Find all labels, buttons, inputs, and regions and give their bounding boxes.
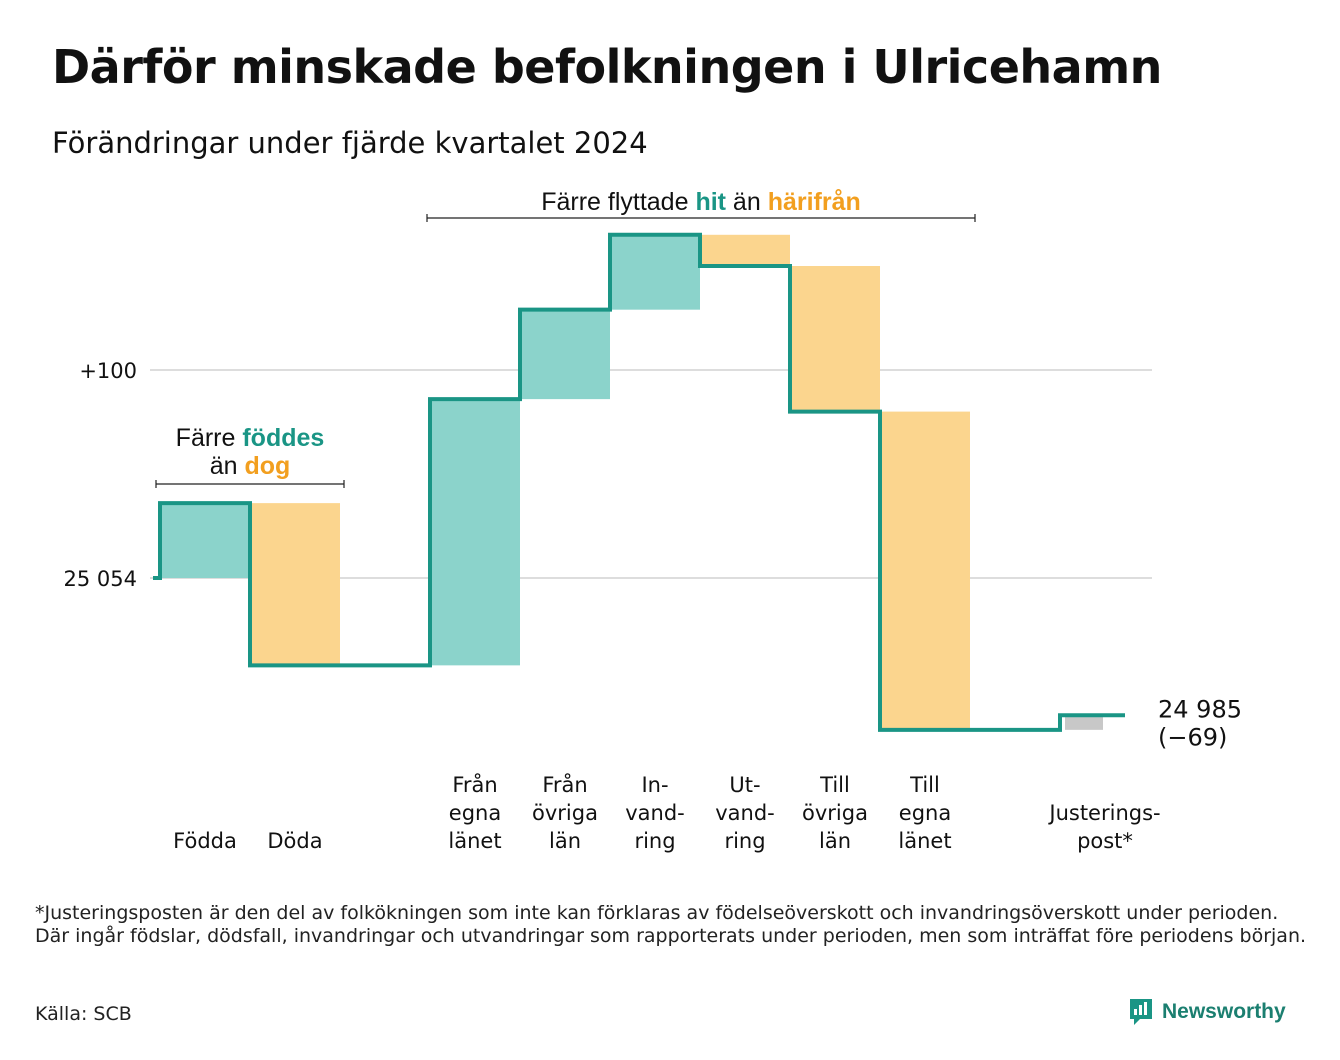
- newsworthy-logo-icon: [1130, 999, 1152, 1025]
- category-label: Döda: [267, 829, 322, 853]
- births-annotation-line1: Färre föddes: [176, 424, 325, 452]
- end-value-label: 24 985: [1158, 696, 1242, 724]
- moves-annotation: Färre flyttade hit än härifrån: [541, 188, 861, 216]
- bar-inflow: [520, 309, 610, 400]
- labels: 25 054 +100 Födda Döda Från egna länet Från övri…: [64, 188, 1242, 853]
- bars: [160, 234, 1103, 730]
- bar-inflow: [160, 503, 250, 578]
- category-label: In-vand-ring: [625, 773, 685, 853]
- cumulative-line-layer: [153, 232, 1125, 732]
- bar-adjust: [1065, 715, 1103, 730]
- bar-outflow: [790, 266, 880, 412]
- bar-inflow: [430, 399, 520, 666]
- chart-subtitle: Förändringar under fjärde kvartalet 2024: [52, 126, 648, 160]
- end-value-label: (−69): [1158, 724, 1227, 752]
- births-annotation-line2: än dog: [210, 452, 291, 480]
- births-bracket: [155, 480, 345, 488]
- brand-logo: Newsworthy: [1128, 997, 1286, 1027]
- category-label: Födda: [173, 829, 237, 853]
- bar-outflow: [700, 234, 790, 266]
- category-label: Ut-vand-ring: [715, 773, 775, 853]
- bar-outflow: [880, 411, 970, 730]
- bar-outflow: [250, 503, 340, 666]
- category-label: Till egna länet: [898, 773, 951, 853]
- bar-inflow: [610, 234, 700, 310]
- chart-title: Därför minskade befolkningen i Ulriceham…: [52, 40, 1162, 94]
- y-tick-label: +100: [79, 359, 137, 383]
- cumulative-line: [153, 232, 1125, 732]
- category-label: Från egna länet: [448, 772, 501, 853]
- category-label: Till övriga län: [802, 773, 868, 853]
- source-label: Källa: SCB: [35, 1003, 132, 1025]
- brand-name: Newsworthy: [1162, 1000, 1286, 1023]
- moves-bracket: [426, 214, 976, 222]
- category-label: Från övriga län: [532, 772, 598, 853]
- waterfall-chart: 25 054 +100 Födda Döda Från egna länet Från övri…: [64, 188, 1242, 853]
- footnote: *Justeringsposten är den del av folkökni…: [35, 902, 1307, 947]
- category-label: Justerings-post*: [1047, 801, 1160, 853]
- y-tick-label: 25 054: [64, 567, 137, 591]
